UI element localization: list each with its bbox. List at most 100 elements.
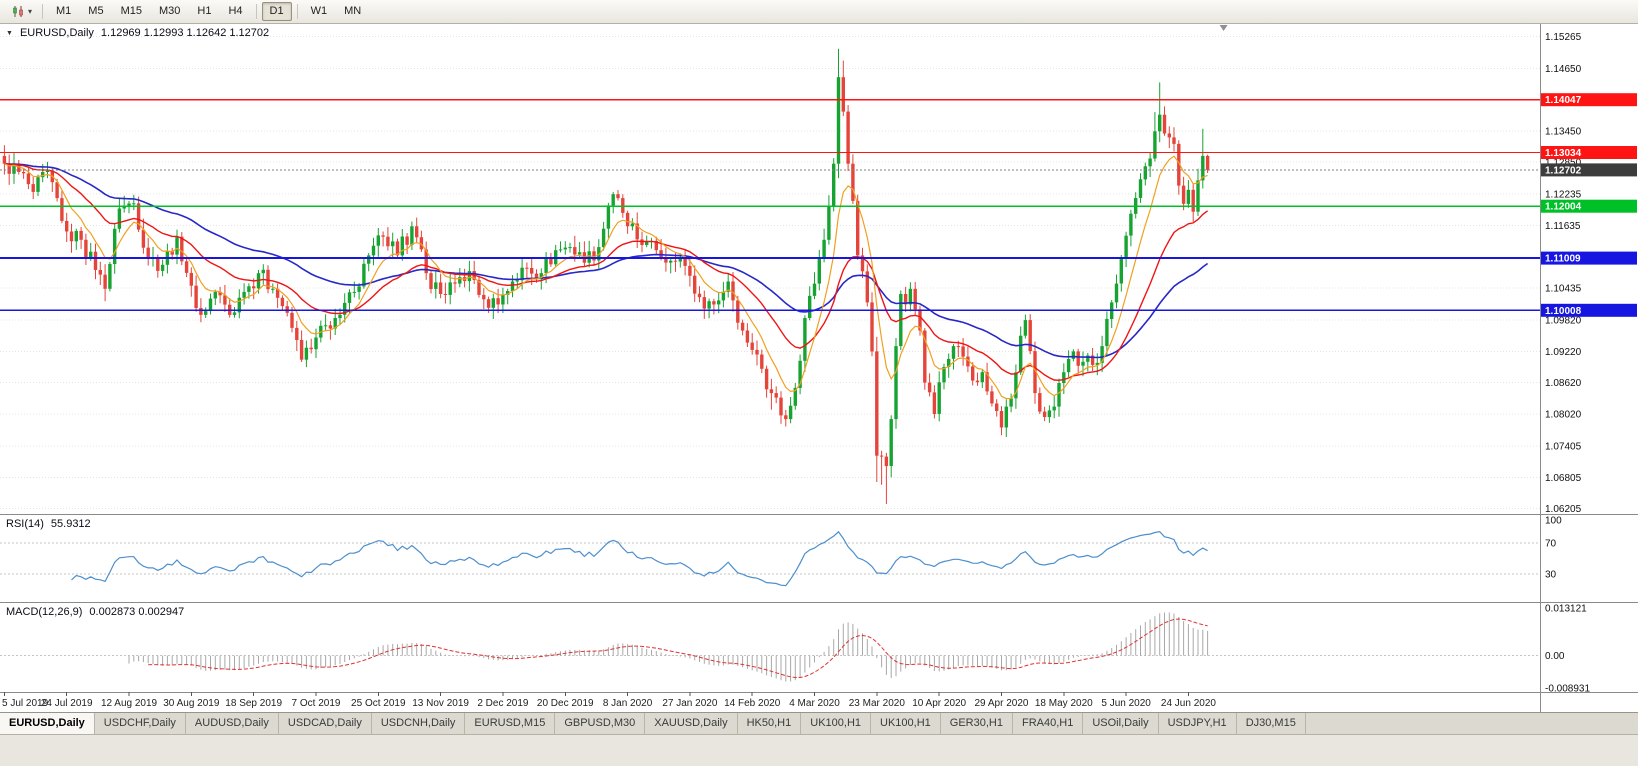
price-tick-label: 1.13450 — [1545, 126, 1582, 137]
candle-body — [424, 249, 428, 274]
macd-axis-label: 0.00 — [1545, 651, 1565, 662]
price-tick-label: 1.06205 — [1545, 504, 1582, 515]
candle-body — [391, 241, 395, 247]
candle-body — [961, 346, 965, 357]
collapse-triangle-icon[interactable]: ▼ — [6, 29, 13, 37]
candle-body — [386, 236, 390, 247]
candle-body — [60, 198, 64, 221]
candle-body — [362, 263, 366, 287]
candle-body — [947, 358, 951, 367]
candle-body — [755, 349, 759, 355]
candle-body — [367, 255, 371, 264]
chart-tab-uk100-h1[interactable]: UK100,H1 — [871, 713, 941, 734]
candle-body — [702, 297, 706, 309]
candle-body — [515, 280, 519, 282]
candle-body — [1143, 166, 1147, 180]
candle-body — [1086, 355, 1090, 362]
chart-tab-audusd-daily[interactable]: AUDUSD,Daily — [185, 713, 279, 734]
candle-body — [999, 411, 1004, 428]
timeframe-button-d1[interactable]: D1 — [261, 2, 292, 21]
candle-body — [438, 282, 443, 294]
bottom-area: EURUSD,Daily USDCHF,Daily AUDUSD,Daily USDC… — [0, 712, 1638, 766]
price-tick-label: 1.10435 — [1545, 284, 1582, 295]
candle-body — [295, 327, 299, 340]
chart-window[interactable]: 1.15265 1.14650 1.13450 1.12850 1.12235 1.116… — [0, 24, 1638, 712]
rsi-indicator-label: RSI(14) 55.9312 — [6, 518, 91, 530]
candle-body — [189, 272, 193, 286]
chart-tab-hk50-h1[interactable]: HK50,H1 — [737, 713, 802, 734]
candle-body — [654, 240, 658, 251]
candle-body — [175, 236, 179, 255]
price-tick-label: 1.14650 — [1545, 64, 1582, 75]
candle-body — [69, 231, 74, 242]
toolbar-separator — [255, 4, 257, 19]
candle-body — [65, 221, 69, 232]
candle-body — [990, 391, 994, 404]
candle-body — [534, 273, 539, 280]
candle-body — [482, 294, 486, 300]
timeframe-button-m1[interactable]: M1 — [48, 2, 79, 20]
candle-body — [798, 360, 802, 388]
candle-body — [122, 206, 126, 209]
candle-body — [486, 299, 491, 308]
timeframe-button-m5[interactable]: M5 — [80, 2, 111, 20]
candle-body — [232, 312, 237, 315]
chart-tab-usdchf-daily[interactable]: USDCHF,Daily — [94, 713, 186, 734]
chart-tab-xauusd-daily[interactable]: XAUUSD,Daily — [645, 713, 738, 734]
macd-indicator-label: MACD(12,26,9) 0.002873 0.002947 — [6, 606, 184, 618]
candle-body — [89, 251, 93, 258]
chart-tab-usoil-daily[interactable]: USOil,Daily — [1083, 713, 1159, 734]
price-badge-label: 1.13034 — [1545, 148, 1582, 159]
chart-tab-eurusd-m15[interactable]: EURUSD,M15 — [465, 713, 556, 734]
candle-body — [1158, 114, 1162, 132]
price-chart-canvas[interactable]: 1.15265 1.14650 1.13450 1.12850 1.12235 1.116… — [0, 24, 1638, 712]
candle-body — [1177, 143, 1181, 186]
candle-body — [429, 273, 433, 289]
candle-body — [1153, 131, 1157, 159]
timeframe-button-m15[interactable]: M15 — [113, 2, 150, 20]
timeframe-button-w1[interactable]: W1 — [303, 2, 336, 20]
candle-body — [721, 291, 726, 301]
candle-body — [846, 111, 850, 164]
candle-body — [314, 337, 318, 350]
price-tick-label: 1.08020 — [1545, 409, 1582, 420]
timeframe-button-mn[interactable]: MN — [336, 2, 369, 20]
price-badge-label: 1.14047 — [1545, 95, 1582, 106]
candle-body — [726, 281, 730, 292]
chart-tab-usdcnh-daily[interactable]: USDCNH,Daily — [371, 713, 466, 734]
candle-body — [21, 172, 26, 174]
candle-body — [405, 236, 409, 245]
chart-tab-ger30-h1[interactable]: GER30,H1 — [940, 713, 1013, 734]
chart-tab-fra40-h1[interactable]: FRA40,H1 — [1012, 713, 1084, 734]
candle-body — [688, 265, 692, 276]
candle-body — [803, 318, 807, 361]
chart-tab-gbpusd-m30[interactable]: GBPUSD,M30 — [555, 713, 646, 734]
chart-tab-usdcad-daily[interactable]: USDCAD,Daily — [278, 713, 372, 734]
candle-body — [923, 330, 927, 383]
candle-body — [108, 264, 112, 289]
chart-type-button[interactable]: ▾ — [6, 2, 37, 21]
timeframe-toolbar: ▾ M1 M5 M15 M30 H1 H4 D1 W1 MN — [0, 0, 1638, 24]
candle-body — [616, 194, 620, 199]
time-axis-label: 7 Oct 2019 — [292, 698, 341, 709]
chart-tab-uk100-h1[interactable]: UK100,H1 — [801, 713, 872, 734]
candle-body — [31, 184, 35, 192]
timeframe-button-h1[interactable]: H1 — [189, 2, 219, 20]
price-badge-support-line — [1541, 251, 1637, 265]
rsi-axis-label: 30 — [1545, 569, 1557, 580]
candle-body — [184, 261, 189, 273]
candle-body — [625, 212, 630, 227]
candle-body — [26, 173, 31, 185]
price-tick-label: 1.12850 — [1545, 158, 1582, 169]
chart-tab-eurusd-daily[interactable]: EURUSD,Daily — [0, 713, 95, 734]
candle-body — [1052, 406, 1056, 411]
candle-body — [347, 292, 352, 303]
time-axis-label: 10 Apr 2020 — [912, 698, 966, 709]
chart-tab-usdjpy-h1[interactable]: USDJPY,H1 — [1158, 713, 1237, 734]
candle-body — [242, 291, 246, 298]
chart-tab-dj30-m15[interactable]: DJ30,M15 — [1236, 713, 1306, 734]
timeframe-button-h4[interactable]: H4 — [220, 2, 250, 20]
timeframe-button-m30[interactable]: M30 — [151, 2, 188, 20]
candle-body — [980, 372, 984, 383]
